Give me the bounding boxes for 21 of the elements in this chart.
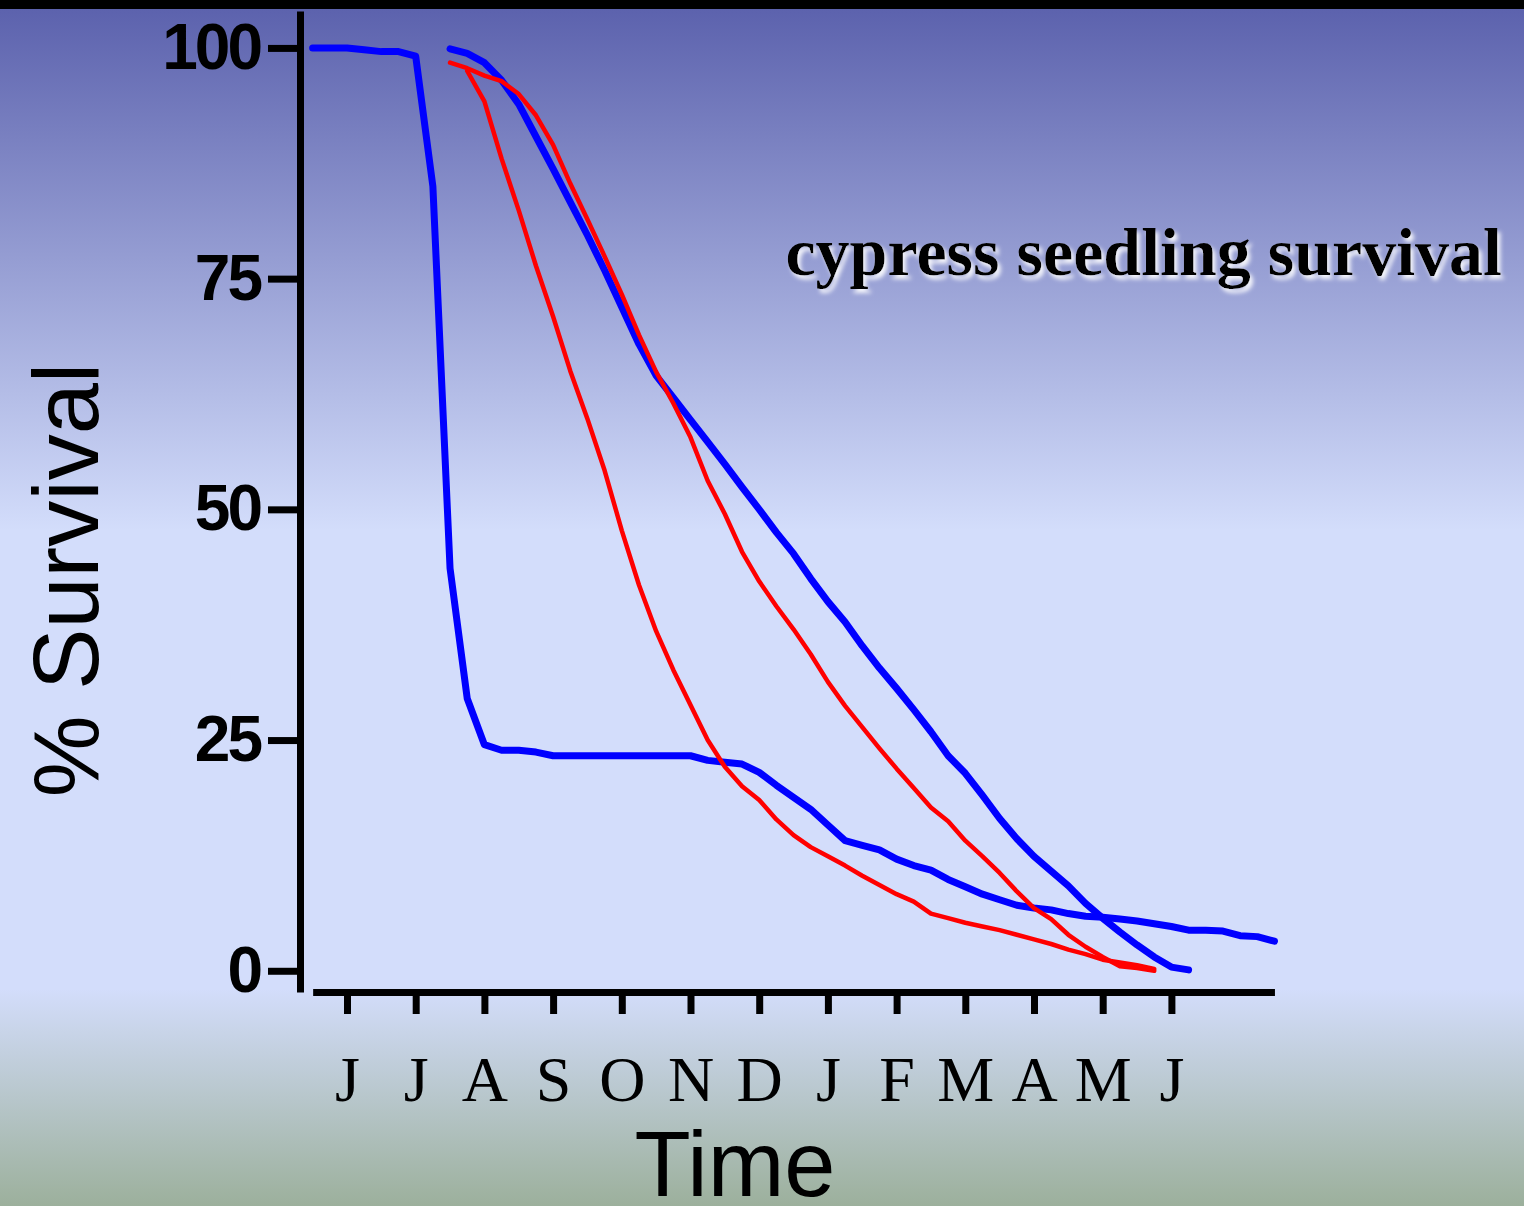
- x-tick-label: J: [403, 1044, 429, 1116]
- text: cypress seedling survival: [785, 214, 1502, 290]
- x-tick-label: A: [1011, 1044, 1058, 1116]
- y-tick-label: 25: [194, 703, 262, 776]
- y-tick-label: 0: [227, 933, 261, 1006]
- y-tick-label: 100: [162, 10, 261, 83]
- x-tick-label: D: [736, 1044, 783, 1116]
- y-tick-label: 75: [194, 241, 262, 314]
- x-tick-label: S: [535, 1044, 572, 1116]
- x-tick-label: M: [937, 1044, 995, 1116]
- x-tick-label: J: [1159, 1044, 1185, 1116]
- x-axis-title: Time: [634, 1113, 836, 1206]
- x-tick-label: N: [667, 1044, 715, 1116]
- x-tick-label: A: [461, 1044, 509, 1116]
- y-tick-label: 50: [194, 472, 261, 545]
- y-axis-title: % Survival: [15, 362, 117, 798]
- x-tick-label: M: [1074, 1044, 1132, 1116]
- x-tick-label: J: [335, 1044, 360, 1116]
- x-tick-label: O: [599, 1044, 646, 1116]
- x-tick-label: F: [879, 1044, 915, 1116]
- x-tick-label: J: [815, 1044, 841, 1116]
